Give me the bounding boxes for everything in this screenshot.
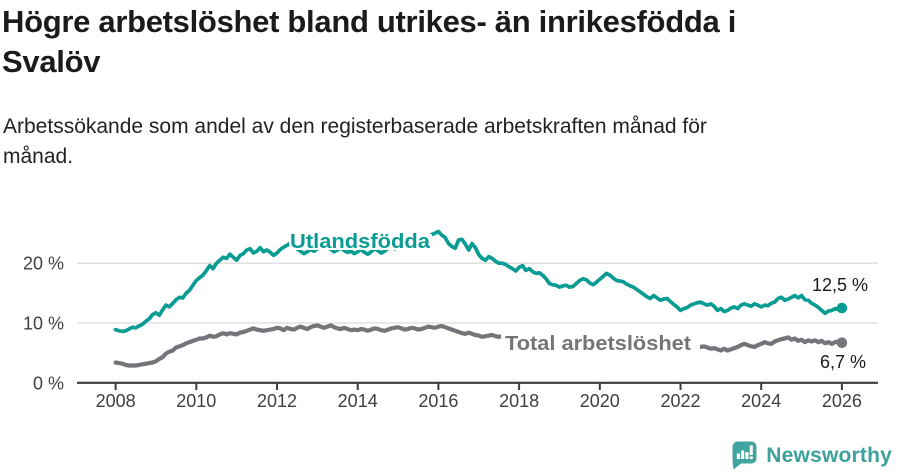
series-lines [113,229,848,368]
x-axis: 2008 2010 2012 2014 2016 2018 2020 2022 2024 2026 [77,381,878,411]
gridlines [77,262,878,324]
x-tick-label-2012: 2012 [257,391,297,411]
series-end-dot-1 [836,337,848,349]
x-tick-label-2018: 2018 [499,391,539,411]
series-line-0 [113,229,844,334]
x-tick-label-2022: 2022 [660,391,700,411]
series-label-total: Total arbetslöshet [505,333,691,355]
brand-name: Newsworthy [766,443,892,467]
x-tick-label-2024: 2024 [741,391,781,411]
y-tick-label-0: 0 % [33,373,64,393]
series-annotations: Utlandsfödda Total arbetslöshet 12,5 % 6… [288,229,868,372]
x-tick-label-2008: 2008 [96,391,136,411]
x-tick-label-2014: 2014 [338,391,378,411]
x-tick-labels: 2008 2010 2012 2014 2016 2018 2020 2022 2024 2026 [96,391,862,411]
x-tick-label-2010: 2010 [176,391,216,411]
label-halo-total [501,330,700,352]
newsworthy-logo-icon [732,441,757,470]
series-end-dot-0 [836,302,848,314]
chart-title: Högre arbetslöshet bland utrikes- än inr… [2,4,737,79]
x-tick-label-2016: 2016 [418,391,458,411]
chart-subtitle: Arbetssökande som andel av den registerb… [3,115,707,168]
y-tick-label-20: 20 % [23,254,64,274]
x-tick-label-2026: 2026 [822,391,862,411]
newsworthy-brand-link[interactable]: Newsworthy [732,441,892,470]
label-halo-utlandsfodda [290,234,432,250]
series-label-utlandsfodda: Utlandsfödda [290,231,431,253]
series-line-1 [113,323,845,368]
y-tick-label-10: 10 % [23,314,64,334]
end-value-label-utlandsfodda: 12,5 % [812,275,868,295]
end-value-label-total: 6,7 % [820,352,866,372]
x-ticks [114,382,843,390]
y-axis-labels: 0 % 10 % 20 % [23,254,64,394]
x-tick-label-2020: 2020 [580,391,620,411]
